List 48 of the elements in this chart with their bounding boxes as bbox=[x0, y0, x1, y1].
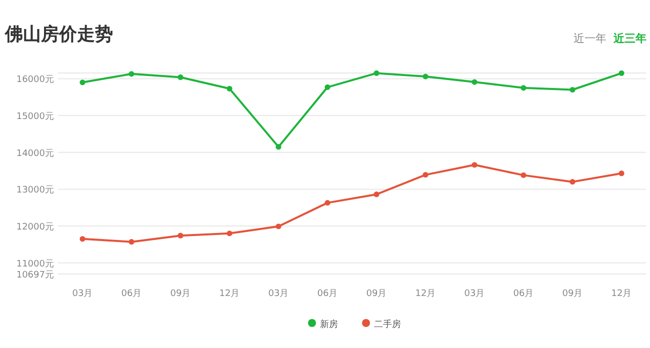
point bbox=[422, 172, 428, 178]
x-tick-label: 12月 bbox=[219, 289, 240, 299]
point bbox=[422, 74, 428, 80]
point bbox=[618, 70, 624, 76]
x-tick-label: 12月 bbox=[611, 289, 632, 299]
point bbox=[226, 86, 232, 92]
x-tick-label: 03月 bbox=[464, 289, 485, 299]
point bbox=[570, 86, 576, 93]
point bbox=[374, 192, 380, 198]
y-tick-label: 15000元 bbox=[16, 111, 54, 122]
text: 近三年 bbox=[612, 32, 646, 45]
point bbox=[374, 70, 380, 76]
point bbox=[226, 230, 232, 236]
point bbox=[276, 224, 282, 230]
text: 近一年 bbox=[574, 32, 606, 45]
point bbox=[128, 71, 134, 77]
point bbox=[276, 144, 282, 150]
chart-title: 佛山房价走势 bbox=[4, 24, 113, 45]
point bbox=[128, 239, 134, 245]
x-tick-label: 03月 bbox=[268, 289, 289, 299]
point bbox=[618, 170, 624, 176]
legend-label: 二手房 bbox=[374, 319, 401, 330]
point bbox=[324, 200, 330, 206]
x-tick-label: 06月 bbox=[317, 289, 338, 299]
point bbox=[520, 172, 526, 178]
point bbox=[178, 232, 184, 238]
point bbox=[324, 84, 330, 90]
x-tick-label: 09月 bbox=[562, 289, 583, 299]
y-tick-label: 10697元 bbox=[16, 270, 54, 280]
point bbox=[178, 74, 184, 80]
y-tick-label: 16000元 bbox=[16, 74, 54, 86]
y-tick-label: 14000元 bbox=[16, 148, 54, 159]
point bbox=[80, 236, 86, 242]
y-tick-label: 11000元 bbox=[16, 258, 54, 270]
point bbox=[472, 79, 478, 85]
point bbox=[472, 162, 478, 168]
y-tick-label: 13000元 bbox=[16, 184, 54, 196]
x-tick-label: 03月 bbox=[72, 289, 93, 299]
x-tick-label: 06月 bbox=[513, 289, 534, 299]
x-tick-label: 09月 bbox=[366, 289, 387, 299]
x-tick-label: 12月 bbox=[415, 289, 436, 299]
legend-label: 新房 bbox=[320, 319, 338, 330]
y-tick-label: 12000元 bbox=[16, 222, 54, 233]
point bbox=[570, 179, 576, 185]
point bbox=[80, 80, 86, 86]
x-tick-label: 06月 bbox=[121, 289, 142, 299]
x-tick-label: 09月 bbox=[170, 289, 191, 299]
point bbox=[520, 85, 526, 91]
